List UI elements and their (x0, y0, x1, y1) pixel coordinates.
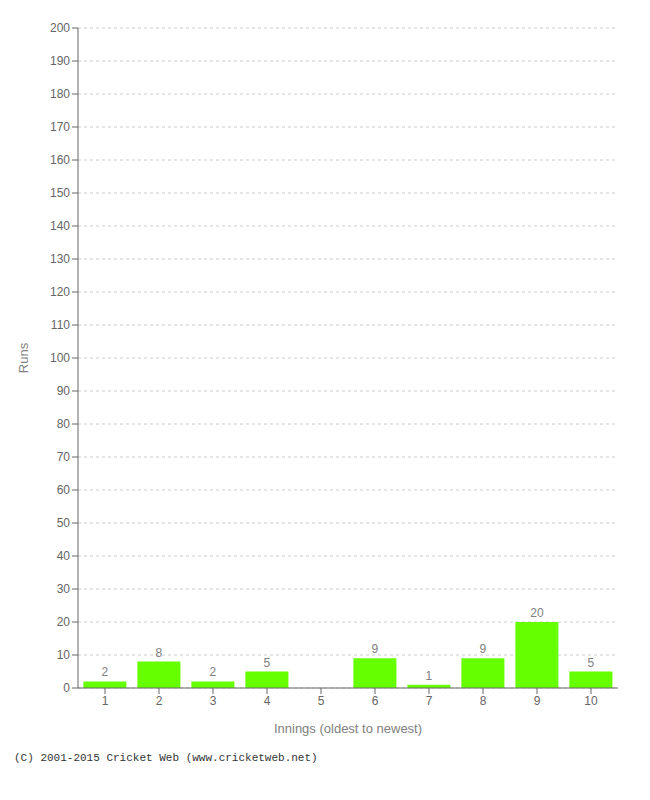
svg-text:7: 7 (426, 694, 433, 708)
svg-text:1: 1 (426, 669, 433, 683)
svg-text:Innings (oldest to newest): Innings (oldest to newest) (274, 721, 422, 736)
svg-text:10: 10 (57, 648, 71, 662)
svg-text:40: 40 (57, 549, 71, 563)
svg-text:10: 10 (584, 694, 598, 708)
svg-text:20: 20 (57, 615, 71, 629)
svg-text:190: 190 (50, 54, 70, 68)
svg-text:60: 60 (57, 483, 71, 497)
svg-text:3: 3 (210, 694, 217, 708)
svg-text:120: 120 (50, 285, 70, 299)
svg-text:110: 110 (51, 318, 70, 332)
svg-text:2: 2 (156, 694, 163, 708)
svg-text:0: 0 (63, 681, 70, 695)
svg-text:180: 180 (50, 87, 70, 101)
svg-text:Runs: Runs (16, 342, 31, 373)
svg-text:160: 160 (50, 153, 70, 167)
svg-text:4: 4 (264, 694, 271, 708)
svg-text:50: 50 (57, 516, 71, 530)
svg-text:100: 100 (50, 351, 70, 365)
svg-text:130: 130 (50, 252, 70, 266)
svg-text:5: 5 (264, 656, 271, 670)
svg-text:5: 5 (318, 694, 325, 708)
svg-text:2: 2 (210, 665, 217, 679)
svg-text:200: 200 (50, 21, 70, 35)
svg-text:8: 8 (156, 646, 163, 660)
svg-text:90: 90 (57, 384, 71, 398)
svg-text:170: 170 (50, 120, 70, 134)
svg-text:9: 9 (480, 642, 487, 656)
svg-text:9: 9 (372, 642, 379, 656)
svg-text:5: 5 (588, 656, 595, 670)
html-text:(C) 2001-2015 Cricket Web (www: (C) 2001-2015 Cricket Web (www.cricketwe… (14, 752, 318, 764)
svg-text:30: 30 (57, 582, 71, 596)
svg-text:1: 1 (102, 694, 109, 708)
svg-text:9: 9 (534, 694, 541, 708)
svg-text:70: 70 (57, 450, 71, 464)
svg-text:2: 2 (102, 665, 109, 679)
svg-text:80: 80 (57, 417, 71, 431)
svg-text:8: 8 (480, 694, 487, 708)
svg-text:140: 140 (50, 219, 70, 233)
svg-text:20: 20 (530, 606, 544, 620)
svg-text:6: 6 (372, 694, 379, 708)
svg-text:150: 150 (50, 186, 70, 200)
